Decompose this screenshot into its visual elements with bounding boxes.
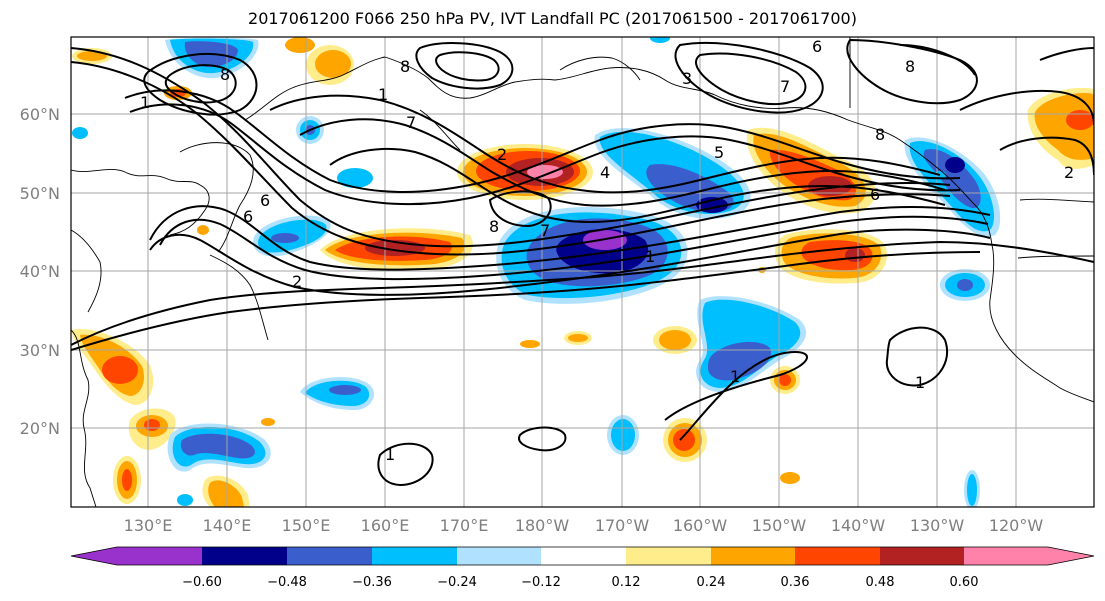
contour-label: 1: [645, 247, 655, 266]
colorbar-tick-label: −0.36: [352, 575, 392, 590]
coastlines: [71, 37, 1094, 507]
colorbar-segment: [457, 547, 541, 565]
lon-label: 140°W: [831, 516, 886, 535]
contour-label: 1: [385, 445, 395, 464]
lon-label: 120°W: [989, 516, 1044, 535]
colorbar-tick-labels: −0.60 −0.48 −0.36 −0.24 −0.12 0.12 0.24 …: [182, 575, 978, 590]
colorbar-segment: [541, 547, 626, 565]
negative-anomaly-shading: [72, 37, 1001, 507]
contour-label: 2: [1064, 163, 1074, 182]
contour-label: 1: [140, 93, 150, 112]
contour-label: 7: [406, 113, 416, 132]
contour-label: 6: [260, 191, 270, 210]
lon-label: 130°W: [910, 516, 965, 535]
lon-label: 150°E: [282, 516, 331, 535]
contour-labels: 8 8 1 7 6 6 2 2 8 4 7 1 1 1 1 1 6 8 6 7 …: [140, 37, 1074, 464]
colorbar-segment: [287, 547, 372, 565]
lon-label: 140°E: [203, 516, 252, 535]
colorbar-segment: [372, 547, 457, 565]
lat-label: 20°N: [20, 419, 60, 438]
map-panel: 8 8 1 7 6 6 2 2 8 4 7 1 1 1 1 1 6 8 6 7 …: [71, 37, 1094, 507]
contour-label: 8: [905, 57, 915, 76]
colorbar-outline: [70, 546, 1095, 566]
colorbar-tick-label: 0.48: [866, 575, 895, 590]
contour-label: 6: [243, 207, 253, 226]
colorbar-segment: [626, 547, 711, 565]
contour-label: 1: [378, 85, 388, 104]
colorbar: [70, 546, 1095, 566]
contour-label: 2: [497, 145, 507, 164]
lon-label: 130°E: [124, 516, 173, 535]
pv-contours: [71, 38, 1094, 487]
lon-label: 150°W: [752, 516, 807, 535]
colorbar-tick-label: −0.12: [521, 575, 561, 590]
contour-label: 2: [292, 272, 302, 291]
colorbar-segment: [71, 547, 117, 565]
latitude-labels: 60°N 50°N 40°N 30°N 20°N: [20, 105, 60, 438]
lat-label: 40°N: [20, 262, 60, 281]
longitude-labels: 130°E 140°E 150°E 160°E 170°E 180°W 170°…: [124, 516, 1044, 535]
colorbar-tick-label: 0.24: [697, 575, 726, 590]
contour-label: 8: [875, 125, 885, 144]
contour-label: 3: [682, 69, 692, 88]
colorbar-tick-label: 0.60: [950, 575, 979, 590]
gridlines: [71, 37, 1094, 507]
contour-label: 1: [730, 367, 740, 386]
contour-label: 8: [220, 65, 230, 84]
contour-label: 6: [870, 185, 880, 204]
contour-label: 5: [714, 143, 724, 162]
colorbar-segment: [117, 547, 202, 565]
colorbar-segment: [964, 547, 1048, 565]
contour-label: 6: [812, 37, 822, 56]
contour-label: 8: [489, 217, 499, 236]
contour-label: 8: [400, 57, 410, 76]
colorbar-tick-label: −0.48: [267, 575, 307, 590]
colorbar-tick-label: −0.24: [437, 575, 477, 590]
colorbar-segment: [711, 547, 795, 565]
map-frame: [70, 36, 1095, 508]
contour-label: 7: [780, 77, 790, 96]
colorbar-tick-label: 0.36: [781, 575, 810, 590]
lat-label: 30°N: [20, 341, 60, 360]
lat-label: 50°N: [20, 184, 60, 203]
colorbar-segment: [1048, 547, 1094, 565]
lon-label: 160°E: [361, 516, 410, 535]
colorbar-tick-label: 0.12: [612, 575, 641, 590]
map-title: 2017061200 F066 250 hPa PV, IVT Landfall…: [248, 9, 857, 28]
contour-label: 7: [540, 221, 550, 240]
contour-label: 4: [600, 163, 610, 182]
colorbar-segment: [880, 547, 964, 565]
contour-label: 1: [915, 373, 925, 392]
lon-label: 160°W: [673, 516, 728, 535]
colorbar-segment: [202, 547, 287, 565]
lon-label: 180°W: [515, 516, 570, 535]
colorbar-segment: [795, 547, 880, 565]
colorbar-tick-label: −0.60: [182, 575, 222, 590]
lat-label: 60°N: [20, 105, 60, 124]
lon-label: 170°W: [595, 516, 650, 535]
lon-label: 170°E: [440, 516, 489, 535]
